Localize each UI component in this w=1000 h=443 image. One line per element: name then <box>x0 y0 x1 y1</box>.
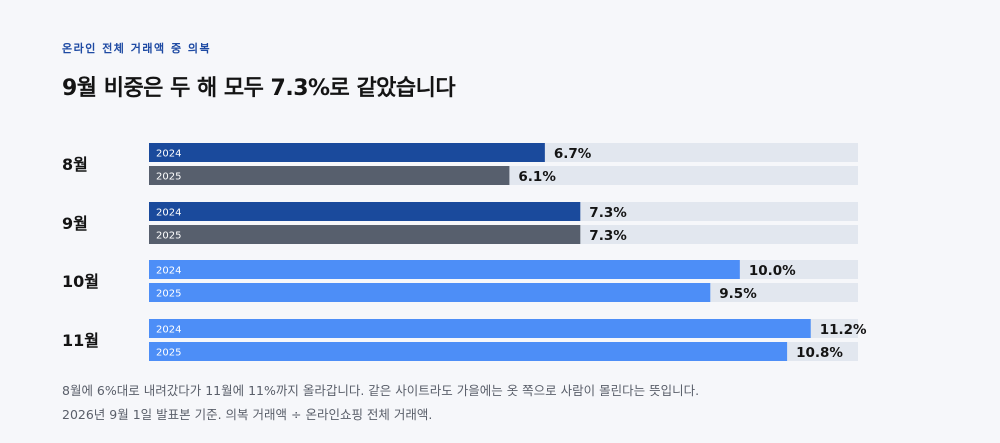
bar-2025 <box>149 225 581 244</box>
value-label: 7.3% <box>589 205 627 221</box>
category-label: 10월 <box>62 272 99 291</box>
series-label: 2025 <box>156 231 181 242</box>
value-label: 7.3% <box>589 228 627 244</box>
value-label: 6.7% <box>554 146 592 162</box>
bar-2024 <box>149 143 545 162</box>
bar-2024 <box>149 260 740 279</box>
bar-2025 <box>149 283 711 302</box>
value-label: 10.8% <box>796 345 843 361</box>
category-label: 9월 <box>62 214 88 233</box>
series-label: 2024 <box>156 325 181 336</box>
category-label: 8월 <box>62 155 88 174</box>
series-label: 2025 <box>156 348 181 359</box>
value-label: 10.0% <box>749 263 796 279</box>
chart-kicker: 온라인 전체 거래액 중 의복 <box>62 42 212 55</box>
chart-source: 2026년 9월 1일 발표본 기준. 의복 거래액 ÷ 온라인쇼핑 전체 거래… <box>62 407 433 422</box>
bar-2025 <box>149 166 510 185</box>
series-label: 2024 <box>156 266 181 277</box>
category-label: 11월 <box>62 331 99 350</box>
series-label: 2024 <box>156 208 181 219</box>
bar-2025 <box>149 342 788 361</box>
series-label: 2025 <box>156 172 181 183</box>
series-label: 2025 <box>156 289 181 300</box>
chart-title: 9월 비중은 두 해 모두 7.3%로 같았습니다 <box>62 76 456 101</box>
value-label: 6.1% <box>518 169 556 185</box>
value-label: 9.5% <box>719 286 757 302</box>
series-label: 2024 <box>156 149 181 160</box>
bar-2024 <box>149 202 581 221</box>
chart-note: 8월에 6%대로 내려갔다가 11월에 11%까지 올라갑니다. 같은 사이트라… <box>62 383 700 398</box>
value-label: 11.2% <box>820 322 867 338</box>
bar-2024 <box>149 319 811 338</box>
